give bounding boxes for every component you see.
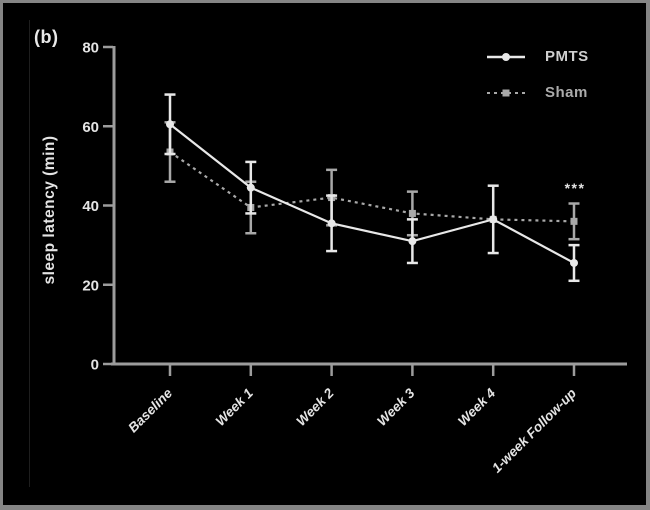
sham-sample-marker: [502, 89, 510, 96]
y-tick-label: 40: [82, 198, 99, 215]
figure-edge-line: [29, 20, 30, 487]
chart-canvas: 0 20 40 60 80 Baseline Week 1 Week 2 Week 3 Week …: [82, 40, 627, 476]
pmts-line: [169, 123, 575, 264]
x-category-label: Week 1: [213, 386, 256, 429]
x-category-label: Week 2: [293, 385, 337, 429]
significance-annotation: ***: [565, 180, 586, 196]
y-tick-label: 0: [91, 357, 99, 374]
pmts-data-point-marker: [489, 215, 498, 224]
pmts-solid-line-circle-icon: [487, 52, 525, 61]
x-category-label: 1-week Follow-up: [489, 386, 579, 476]
x-category-label: Week 4: [455, 385, 499, 429]
y-tick-label: 60: [82, 119, 99, 136]
figure-label: (b): [34, 27, 59, 47]
sham-line: [169, 151, 575, 223]
x-category-label: Baseline: [125, 385, 175, 435]
legend-item-sham: Sham: [486, 84, 589, 101]
legend: PMTS Sham: [486, 48, 589, 101]
legend-label-sham: Sham: [545, 84, 588, 101]
y-tick-label: 80: [82, 40, 99, 57]
pmts-data-point-marker: [327, 219, 336, 228]
sham-dashed-line-square-icon: [487, 89, 525, 96]
sham-data-point-marker: [408, 209, 416, 217]
legend-label-pmts: PMTS: [545, 48, 589, 65]
pmts-data-point-marker: [570, 258, 578, 267]
pmts-sample-marker: [502, 52, 510, 61]
pmts-data-point-marker: [408, 237, 417, 246]
x-category-label: Week 3: [374, 385, 418, 429]
pmts-data-point-marker: [166, 120, 174, 129]
y-tick-label: 20: [82, 277, 99, 294]
sham-data-point-marker: [570, 217, 578, 225]
legend-item-pmts: PMTS: [486, 48, 589, 65]
pmts-data-point-marker: [246, 183, 255, 192]
